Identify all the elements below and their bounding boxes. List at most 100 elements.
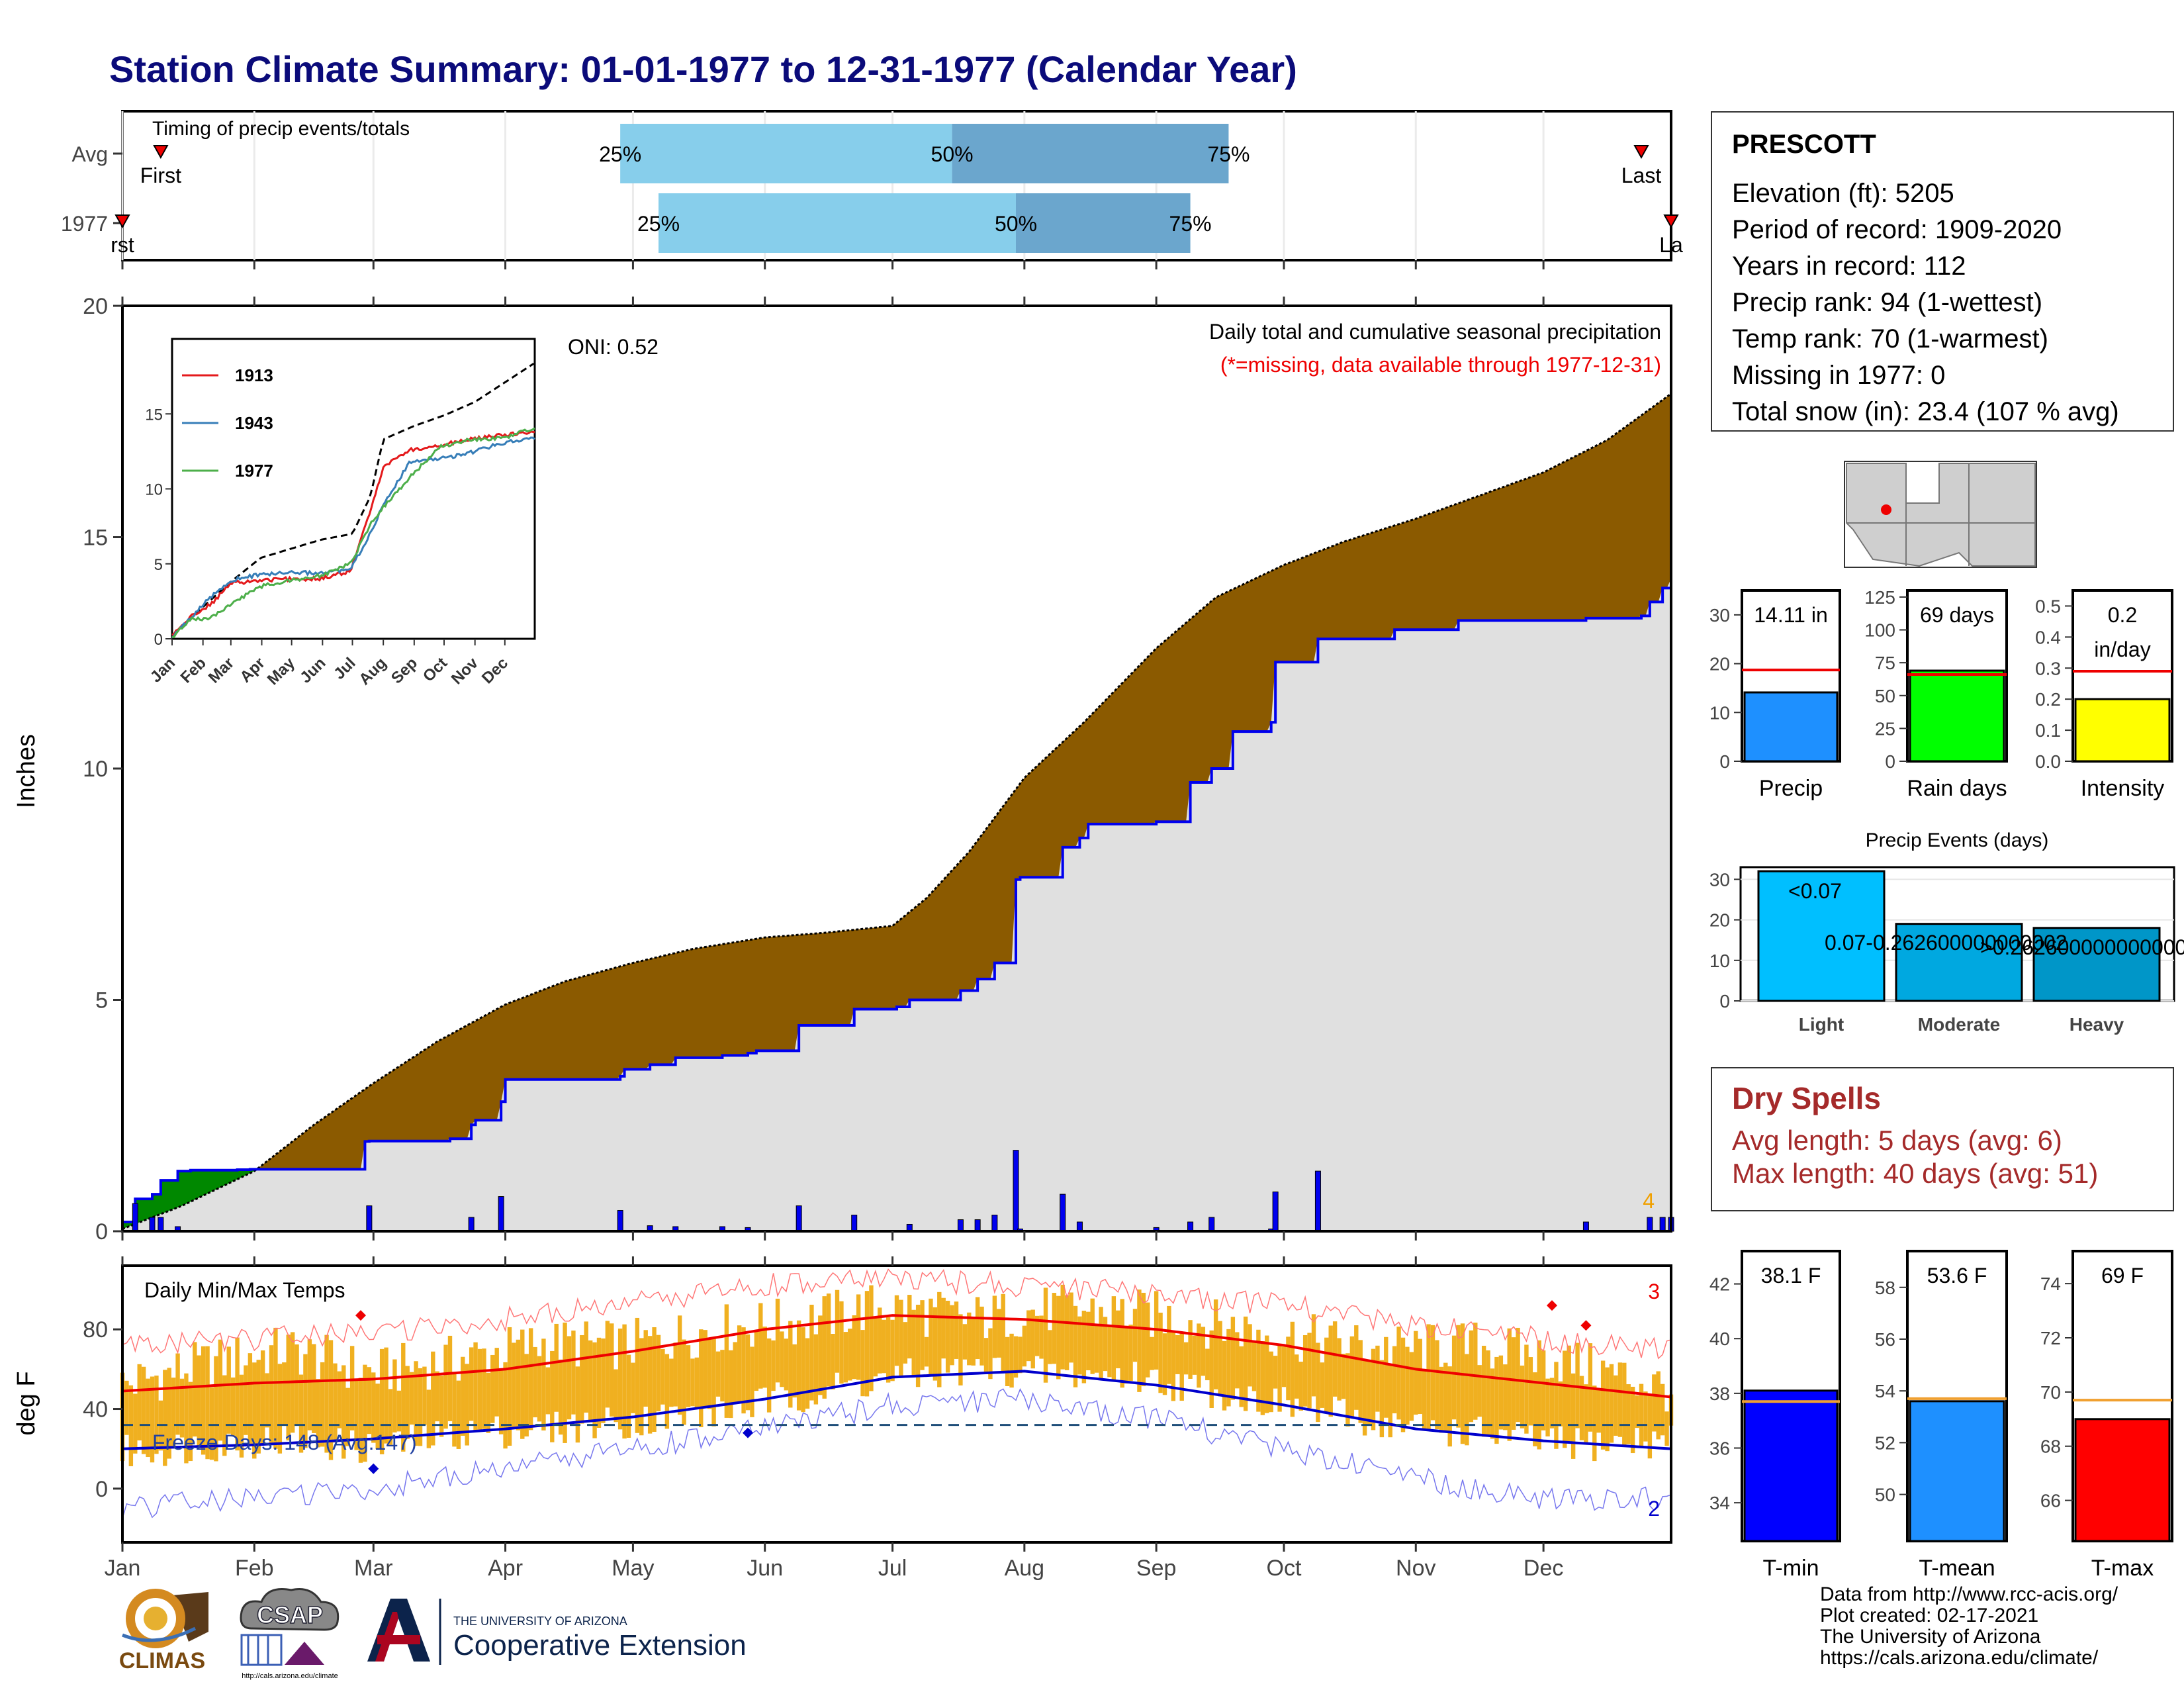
daily-temp-bar (545, 1367, 551, 1415)
daily-temp-bar (1396, 1327, 1401, 1420)
daily-precip-bar (1582, 1221, 1589, 1232)
daily-temp-bar (614, 1369, 618, 1423)
daily-temp-bar (1124, 1325, 1129, 1384)
daily-temp-bar (933, 1307, 938, 1381)
daily-temp-bar (252, 1362, 257, 1459)
daily-temp-bar (882, 1319, 886, 1374)
daily-temp-bar (324, 1335, 329, 1453)
daily-temp-bar (1507, 1328, 1512, 1441)
dry-max-length: Max length: 40 days (avg: 51) (1732, 1158, 2099, 1189)
timing-quartile-label: 25% (599, 142, 641, 166)
daily-temp-bar (303, 1354, 308, 1448)
daily-temp-bar (852, 1315, 856, 1380)
daily-temp-bar (818, 1315, 823, 1395)
daily-temp-bar (1030, 1309, 1035, 1369)
inset-ytick-label: 0 (154, 631, 163, 649)
daily-temp-bar (967, 1312, 972, 1366)
daily-temp-bar (1295, 1354, 1299, 1399)
daily-temp-bar (1026, 1310, 1031, 1362)
annual-precip-value-label: 14.11 in (1754, 603, 1828, 627)
daily-temp-bar (171, 1378, 176, 1446)
daily-temp-bar (826, 1293, 831, 1387)
daily-temp-bar (1622, 1362, 1627, 1447)
daily-temp-bar (937, 1291, 942, 1387)
daily-temp-bar (409, 1372, 414, 1425)
month-label: Jul (878, 1556, 907, 1581)
inset-frame (171, 338, 536, 640)
timing-q25-q50-bar (620, 124, 952, 183)
annual-intensity-ytick-label: 0.1 (2035, 720, 2061, 741)
daily-temp-bar (443, 1344, 448, 1429)
daily-temp-bar (473, 1342, 478, 1432)
daily-temp-bar (167, 1368, 171, 1459)
daily-temp-bar (584, 1321, 588, 1413)
tbar-t-max-ytick-label: 70 (2040, 1382, 2061, 1403)
daily-temp-bar (1511, 1337, 1516, 1430)
daily-temp-bar (422, 1366, 427, 1425)
daily-temp-bar (707, 1337, 712, 1409)
daily-temp-bar (469, 1347, 474, 1421)
tbar-t-mean-ytick-label: 56 (1875, 1329, 1895, 1350)
daily-temp-bar (813, 1334, 819, 1405)
timing-quartile-label: 75% (1169, 212, 1212, 236)
daily-temp-bar (1447, 1366, 1452, 1447)
daily-temp-bar (907, 1295, 912, 1359)
timing-q25-q50-bar (659, 193, 1016, 253)
daily-temp-bar (1099, 1307, 1103, 1380)
daily-temp-bar (741, 1327, 746, 1414)
daily-temp-bar (1009, 1333, 1014, 1388)
daily-temp-bar (711, 1337, 716, 1427)
daily-temp-bar (520, 1329, 525, 1439)
daily-temp-bar (277, 1364, 283, 1454)
tbar-t-max-ytick-label: 74 (2040, 1274, 2061, 1294)
daily-temp-bar (903, 1322, 908, 1364)
daily-temp-bar (1541, 1350, 1546, 1430)
daily-temp-bar (1600, 1360, 1606, 1450)
timing-q50-q75-bar (1016, 193, 1191, 253)
daily-temp-bar (801, 1327, 805, 1413)
daily-temp-bar (1235, 1332, 1240, 1389)
inset-ytick-label: 5 (154, 556, 163, 574)
annual-intensity-ytick-label: 0.3 (2035, 658, 2061, 679)
daily-temp-bar (248, 1353, 253, 1444)
daily-temp-bar (265, 1373, 269, 1428)
daily-temp-bar (235, 1337, 240, 1451)
obs-cumulative-line (122, 579, 1672, 1224)
daily-temp-bar (1617, 1362, 1623, 1437)
daily-temp-bar (1384, 1336, 1388, 1418)
daily-temp-bar (1056, 1295, 1061, 1380)
daily-temp-bar (461, 1356, 465, 1436)
daily-temp-bar (1197, 1323, 1201, 1388)
daily-temp-bar (954, 1301, 959, 1359)
daily-temp-bar (150, 1376, 155, 1463)
inset-legend-label: 1913 (235, 365, 273, 385)
daily-temp-bar (494, 1348, 499, 1417)
daily-temp-bar (244, 1365, 248, 1435)
month-label: Apr (488, 1556, 523, 1581)
daily-temp-bar (1265, 1335, 1269, 1413)
daily-temp-bar (1273, 1356, 1278, 1389)
daily-temp-bar (703, 1330, 707, 1409)
inset-year-line (171, 427, 535, 639)
daily-temp-bar (537, 1356, 542, 1422)
daily-temp-bar (1456, 1325, 1461, 1428)
daily-temp-bar (677, 1315, 682, 1415)
daily-temp-bar (1549, 1378, 1555, 1429)
events-category-label: Light (1799, 1014, 1844, 1035)
freeze-days-label: Freeze Days: 148 (Avg:147) (152, 1430, 417, 1454)
daily-temp-bar (1137, 1289, 1142, 1392)
daily-temp-bar (320, 1362, 325, 1447)
tbar-t-max-ytick-label: 68 (2040, 1436, 2061, 1457)
daily-precip-bar (1013, 1150, 1019, 1232)
daily-temp-bar (179, 1378, 185, 1438)
daily-temp-bar (975, 1297, 980, 1360)
daily-temp-bar (1128, 1325, 1133, 1382)
map-region-shape (1846, 463, 2036, 567)
timing-first-marker (153, 145, 169, 160)
daily-precip-bar (991, 1215, 998, 1232)
daily-temp-bar (1414, 1331, 1418, 1415)
daily-temp-bar (652, 1327, 657, 1432)
daily-temp-bar (622, 1324, 627, 1439)
daily-temp-bar (601, 1338, 606, 1423)
tbar-t-min-name: T-min (1763, 1556, 1819, 1581)
